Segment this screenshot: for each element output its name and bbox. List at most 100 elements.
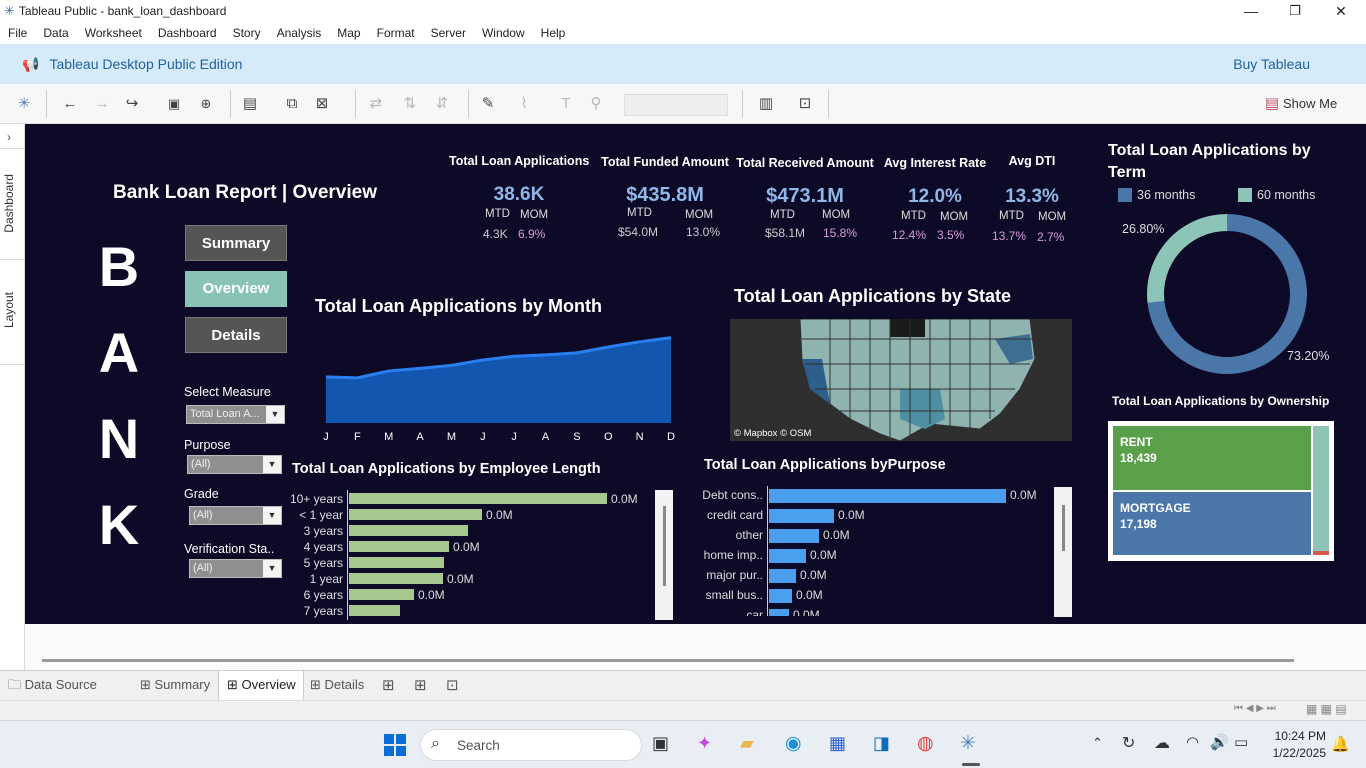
employee-length-bar-chart[interactable]: 10+ years 0.0M < 1 year 0.0M 3 years 4 years 0… bbox=[275, 490, 675, 620]
show-me-icon[interactable]: ▤ bbox=[1264, 95, 1280, 112]
clear-sheet-icon[interactable]: ⊠ bbox=[315, 95, 329, 112]
chrome-icon[interactable]: ◍ bbox=[917, 733, 934, 754]
windows-start-icon[interactable] bbox=[384, 734, 406, 756]
store-icon[interactable]: ▦ bbox=[829, 733, 847, 753]
buy-tableau-link[interactable]: Buy Tableau bbox=[1233, 56, 1310, 72]
bar[interactable] bbox=[349, 573, 443, 584]
menu-story[interactable]: Story bbox=[232, 26, 261, 40]
menu-help[interactable]: Help bbox=[540, 26, 566, 40]
edge-icon[interactable]: ◉ bbox=[785, 733, 802, 754]
task-view-icon[interactable]: ▣ bbox=[652, 733, 670, 753]
new-story-tab-icon[interactable]: ⊡ bbox=[446, 677, 459, 694]
bar[interactable] bbox=[769, 589, 792, 603]
menu-data[interactable]: Data bbox=[43, 26, 69, 40]
wifi-icon[interactable]: ◠ bbox=[1186, 734, 1200, 751]
taskbar-time[interactable]: 10:24 PM bbox=[1274, 729, 1326, 743]
replay-icon[interactable]: ↪ bbox=[125, 95, 139, 112]
state-map[interactable]: © Mapbox © OSM bbox=[730, 319, 1072, 441]
tableau-taskbar-icon[interactable]: ✳ bbox=[960, 733, 976, 754]
menu-server[interactable]: Server bbox=[430, 26, 466, 40]
sort-descending-icon[interactable]: ⇵ bbox=[435, 95, 449, 112]
overview-sheet-tab[interactable]: ⊞ Overview bbox=[218, 671, 304, 701]
sync-icon[interactable]: ↻ bbox=[1122, 735, 1136, 752]
notification-bell-icon[interactable]: 🔔 bbox=[1331, 736, 1350, 753]
label-icon[interactable]: T bbox=[561, 95, 571, 112]
layout-side-tab[interactable]: Layout bbox=[2, 292, 16, 329]
scrollbar-thumb[interactable] bbox=[663, 506, 666, 586]
presentation-icon[interactable]: ⊡ bbox=[798, 95, 812, 112]
treemap-own[interactable] bbox=[1313, 426, 1329, 551]
bar[interactable] bbox=[769, 489, 1006, 503]
bar[interactable] bbox=[349, 589, 414, 600]
bar[interactable] bbox=[349, 525, 468, 536]
save-icon[interactable]: ▣ bbox=[167, 96, 181, 111]
scrollbar-thumb[interactable] bbox=[1062, 505, 1065, 551]
close-button[interactable]: ✕ bbox=[1335, 3, 1347, 19]
outlook-icon[interactable]: ◨ bbox=[873, 733, 891, 753]
battery-icon[interactable]: ▭ bbox=[1234, 734, 1249, 751]
swap-icon[interactable]: ⇄ bbox=[369, 95, 383, 112]
bar[interactable] bbox=[349, 605, 400, 616]
new-worksheet-icon[interactable]: ▤ bbox=[242, 95, 258, 112]
data-source-tab[interactable]: 🗀 Data Source bbox=[0, 671, 130, 701]
details-sheet-tab[interactable]: ⊞ Details bbox=[302, 671, 374, 701]
menu-worksheet[interactable]: Worksheet bbox=[84, 26, 142, 40]
bar[interactable] bbox=[769, 509, 834, 523]
volume-icon[interactable]: 🔊 bbox=[1210, 734, 1229, 751]
employee-length-scrollbar[interactable] bbox=[655, 490, 673, 620]
bar[interactable] bbox=[349, 509, 482, 520]
view-toggle-icons[interactable]: ▦ ▦ ▤ bbox=[1306, 702, 1347, 716]
new-worksheet-tab-icon[interactable]: ⊞ bbox=[382, 677, 395, 694]
bar[interactable] bbox=[769, 549, 806, 563]
menu-dashboard[interactable]: Dashboard bbox=[157, 26, 217, 40]
purpose-scrollbar[interactable] bbox=[1054, 487, 1072, 617]
show-me-button[interactable]: Show Me bbox=[1283, 96, 1338, 111]
expand-panel-icon[interactable]: › bbox=[7, 130, 11, 144]
verification-filter-dropdown[interactable]: (All) ▼ bbox=[189, 559, 282, 578]
menu-window[interactable]: Window bbox=[481, 26, 525, 40]
bar[interactable] bbox=[349, 541, 449, 552]
taskbar-date[interactable]: 1/22/2025 bbox=[1272, 746, 1326, 760]
chevron-up-icon[interactable]: ⌃ bbox=[1092, 735, 1103, 750]
tableau-logo-icon[interactable]: ✳ bbox=[17, 95, 31, 112]
new-data-source-icon[interactable]: ⊕ bbox=[200, 96, 212, 111]
dashboard-side-tab[interactable]: Dashboard bbox=[2, 174, 16, 233]
sort-ascending-icon[interactable]: ⇅ bbox=[403, 95, 417, 112]
bar[interactable] bbox=[349, 557, 444, 568]
highlight-icon[interactable]: ✎ bbox=[481, 95, 495, 112]
term-donut-chart[interactable] bbox=[1145, 212, 1309, 376]
grade-filter-dropdown[interactable]: (All) ▼ bbox=[189, 506, 282, 525]
undo-icon[interactable]: ← bbox=[62, 95, 78, 112]
bar[interactable] bbox=[769, 609, 789, 616]
details-nav-button[interactable]: Details bbox=[185, 317, 287, 353]
bar[interactable] bbox=[769, 569, 796, 583]
redo-icon[interactable]: → bbox=[94, 95, 110, 112]
menu-format[interactable]: Format bbox=[376, 26, 415, 40]
maximize-button[interactable]: ❐ bbox=[1289, 3, 1301, 18]
bar[interactable] bbox=[769, 529, 819, 543]
first-sheet-icon[interactable]: ⏮ ◀ ▶ ⏭ bbox=[1234, 703, 1276, 714]
copilot-icon[interactable]: ✦ bbox=[697, 733, 713, 753]
ownership-treemap[interactable]: RENT 18,439 MORTGAGE 17,198 bbox=[1108, 421, 1334, 561]
summary-nav-button[interactable]: Summary bbox=[185, 225, 287, 261]
duplicate-icon[interactable]: ⧉ bbox=[286, 95, 298, 112]
summary-sheet-tab[interactable]: ⊞ Summary bbox=[132, 671, 218, 701]
select-measure-dropdown[interactable]: Total Loan A... ▼ bbox=[186, 405, 285, 424]
menu-map[interactable]: Map bbox=[337, 26, 361, 40]
taskbar-search[interactable]: ⌕ Search bbox=[420, 729, 642, 761]
pin-icon[interactable]: ⚲ bbox=[590, 95, 602, 112]
bar[interactable] bbox=[349, 493, 607, 504]
treemap-mortgage[interactable]: MORTGAGE 17,198 bbox=[1113, 492, 1311, 555]
menu-analysis[interactable]: Analysis bbox=[276, 26, 322, 40]
treemap-rent[interactable]: RENT 18,439 bbox=[1113, 426, 1311, 490]
overview-nav-button[interactable]: Overview bbox=[185, 271, 287, 307]
cloud-icon[interactable]: ☁ bbox=[1154, 735, 1170, 752]
fit-dropdown[interactable] bbox=[624, 94, 728, 116]
cards-icon[interactable]: ▥ bbox=[758, 95, 774, 112]
horizontal-scrollbar[interactable] bbox=[42, 659, 1294, 662]
file-explorer-icon[interactable]: ▰ bbox=[740, 733, 754, 753]
attach-icon[interactable]: ⌇ bbox=[520, 95, 528, 112]
menu-file[interactable]: File bbox=[8, 26, 28, 40]
treemap-other[interactable] bbox=[1313, 551, 1329, 555]
minimize-button[interactable]: — bbox=[1244, 3, 1258, 19]
